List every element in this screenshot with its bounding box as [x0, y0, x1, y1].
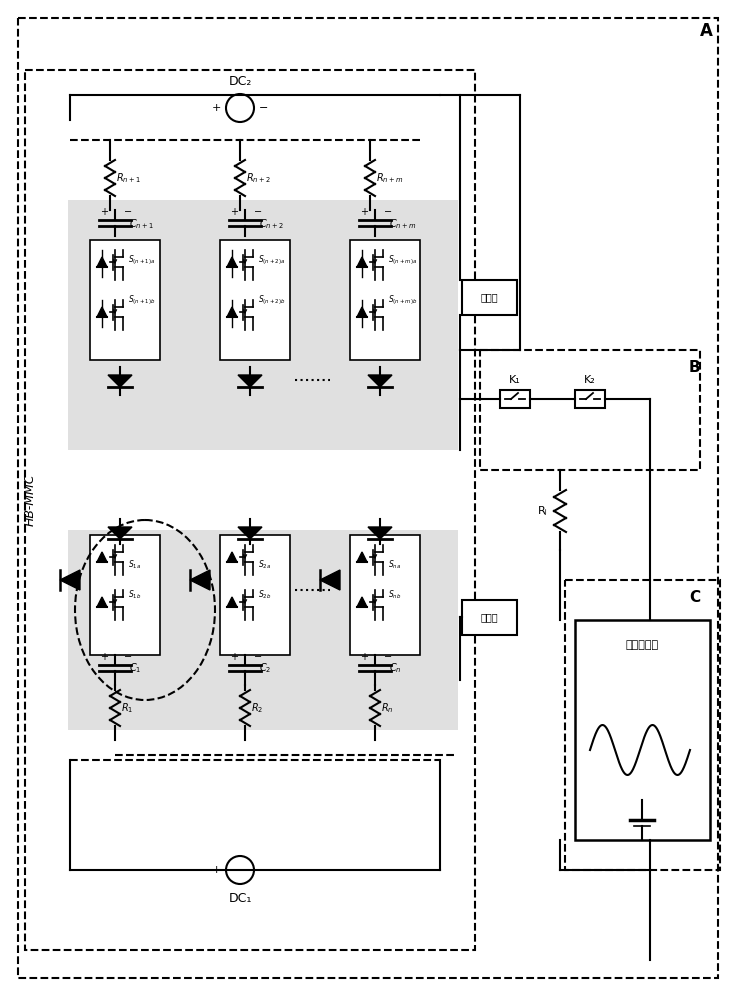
Text: −: − — [124, 207, 132, 217]
Polygon shape — [357, 257, 367, 267]
Text: +: + — [100, 207, 108, 217]
Text: B: B — [688, 360, 700, 375]
Polygon shape — [227, 307, 237, 317]
Polygon shape — [238, 375, 262, 387]
Text: $C_{n+2}$: $C_{n+2}$ — [259, 217, 284, 231]
Text: $C_{n+m}$: $C_{n+m}$ — [389, 217, 417, 231]
Text: $C_{n+1}$: $C_{n+1}$ — [129, 217, 154, 231]
Text: −: − — [254, 207, 262, 217]
Text: 正桥车: 正桥车 — [480, 612, 498, 622]
Polygon shape — [227, 597, 237, 607]
Polygon shape — [108, 527, 132, 539]
Text: $R_{n+1}$: $R_{n+1}$ — [116, 171, 141, 185]
Text: DC₂: DC₂ — [228, 75, 251, 88]
Text: −: − — [384, 207, 392, 217]
FancyBboxPatch shape — [575, 620, 710, 840]
FancyBboxPatch shape — [90, 535, 160, 655]
Text: $S_{(n+1)a}$: $S_{(n+1)a}$ — [128, 253, 156, 267]
Text: K₁: K₁ — [509, 375, 521, 385]
Polygon shape — [190, 570, 210, 590]
FancyBboxPatch shape — [90, 240, 160, 360]
Polygon shape — [357, 597, 367, 607]
FancyBboxPatch shape — [462, 600, 517, 635]
Text: +: + — [360, 207, 368, 217]
Polygon shape — [97, 552, 107, 562]
Text: $S_{1b}$: $S_{1b}$ — [128, 589, 141, 601]
Text: +: + — [230, 207, 238, 217]
Text: $S_{2b}$: $S_{2b}$ — [258, 589, 272, 601]
Polygon shape — [97, 597, 107, 607]
Text: $C_{2}$: $C_{2}$ — [259, 661, 272, 675]
Polygon shape — [108, 375, 132, 387]
Text: +: + — [360, 652, 368, 662]
Polygon shape — [60, 570, 80, 590]
Text: $C_{n}$: $C_{n}$ — [389, 661, 402, 675]
Text: $S_{2a}$: $S_{2a}$ — [258, 559, 272, 571]
Text: K₂: K₂ — [584, 375, 596, 385]
FancyBboxPatch shape — [462, 280, 517, 315]
Polygon shape — [238, 527, 262, 539]
Polygon shape — [227, 257, 237, 267]
Text: $S_{(n+m)b}$: $S_{(n+m)b}$ — [388, 293, 417, 307]
Text: 负桥车: 负桥车 — [480, 292, 498, 302]
FancyBboxPatch shape — [68, 530, 458, 730]
Text: $S_{(n+2)a}$: $S_{(n+2)a}$ — [258, 253, 285, 267]
FancyBboxPatch shape — [500, 390, 530, 408]
Polygon shape — [97, 307, 107, 317]
FancyBboxPatch shape — [220, 535, 290, 655]
Text: $S_{(n+m)a}$: $S_{(n+m)a}$ — [388, 253, 417, 267]
Bar — [480, 350, 700, 470]
Polygon shape — [357, 552, 367, 562]
Text: $R_{1}$: $R_{1}$ — [121, 701, 133, 715]
Text: 正弦发生器: 正弦发生器 — [625, 640, 658, 650]
Text: $C_{1}$: $C_{1}$ — [129, 661, 141, 675]
Bar — [565, 580, 720, 870]
Text: −: − — [259, 865, 269, 875]
Polygon shape — [227, 552, 237, 562]
Text: DC₁: DC₁ — [228, 892, 251, 905]
Text: C: C — [689, 590, 700, 605]
FancyBboxPatch shape — [220, 240, 290, 360]
Text: −: − — [254, 652, 262, 662]
Text: $S_{na}$: $S_{na}$ — [388, 559, 401, 571]
Text: −: − — [124, 652, 132, 662]
Text: −: − — [384, 652, 392, 662]
Text: Rⱼ: Rⱼ — [539, 506, 548, 516]
Text: −: − — [259, 103, 269, 113]
Text: $R_{n}$: $R_{n}$ — [381, 701, 393, 715]
Polygon shape — [97, 257, 107, 267]
Text: +: + — [212, 865, 221, 875]
Text: $S_{(n+2)b}$: $S_{(n+2)b}$ — [258, 293, 286, 307]
Polygon shape — [368, 375, 392, 387]
FancyBboxPatch shape — [350, 240, 420, 360]
FancyBboxPatch shape — [350, 535, 420, 655]
Polygon shape — [320, 570, 340, 590]
Text: $R_{n+2}$: $R_{n+2}$ — [246, 171, 271, 185]
Text: $S_{(n+1)b}$: $S_{(n+1)b}$ — [128, 293, 156, 307]
Text: HB-MMC: HB-MMC — [23, 474, 37, 526]
Text: +: + — [212, 103, 221, 113]
Text: A: A — [700, 22, 713, 40]
Text: $S_{nb}$: $S_{nb}$ — [388, 589, 402, 601]
Polygon shape — [357, 307, 367, 317]
Text: $R_{n+m}$: $R_{n+m}$ — [376, 171, 404, 185]
Text: $R_{2}$: $R_{2}$ — [251, 701, 263, 715]
FancyBboxPatch shape — [68, 200, 458, 450]
Text: +: + — [230, 652, 238, 662]
Polygon shape — [368, 527, 392, 539]
Bar — [25, 70, 475, 950]
Text: +: + — [100, 652, 108, 662]
Text: $S_{1a}$: $S_{1a}$ — [128, 559, 141, 571]
FancyBboxPatch shape — [575, 390, 605, 408]
